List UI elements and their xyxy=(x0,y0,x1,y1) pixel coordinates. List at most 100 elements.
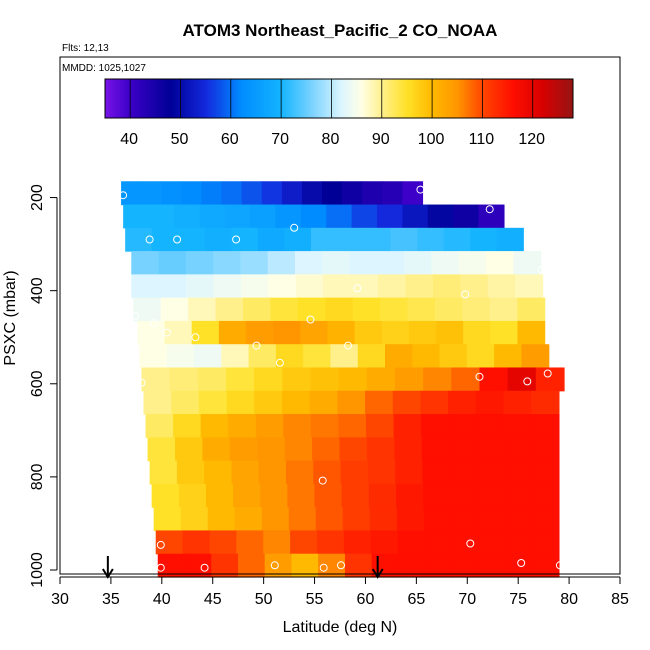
heatmap-cell xyxy=(362,181,383,206)
colorbar-segment xyxy=(447,79,451,118)
colorbar-segment xyxy=(351,79,355,118)
heatmap-cell xyxy=(338,367,368,392)
x-tick-label: 55 xyxy=(306,591,324,608)
heatmap-cell xyxy=(231,460,260,485)
heatmap-cell xyxy=(423,367,452,392)
heatmap-cell xyxy=(309,390,338,415)
observation-point xyxy=(131,312,140,321)
colorbar-segment xyxy=(545,79,549,118)
colorbar-segment xyxy=(500,79,504,118)
heatmap-cell xyxy=(322,251,351,275)
heatmap-cell xyxy=(424,530,452,555)
heatmap-cell xyxy=(160,297,189,322)
colorbar-segment xyxy=(132,79,136,118)
colorbar-tick-labels: 40 50 60 70 80 90 100 110 120 xyxy=(120,131,545,148)
colorbar-segment xyxy=(384,79,388,118)
colorbar-segment xyxy=(190,79,194,118)
colorbar-segment xyxy=(316,79,320,118)
heatmap-cell xyxy=(366,367,396,392)
colorbar-segment xyxy=(253,79,257,118)
heatmap-cell xyxy=(380,297,409,322)
heatmap-cell xyxy=(270,297,299,322)
observation-point xyxy=(344,341,353,350)
colorbar-segment xyxy=(271,79,275,118)
heatmap-cell xyxy=(233,483,261,508)
heatmap-cell xyxy=(198,390,228,415)
heatmap-cell xyxy=(531,507,560,532)
colorbar-segment xyxy=(366,79,370,118)
heatmap-cell xyxy=(295,274,324,299)
heatmap-cell xyxy=(421,437,450,462)
colorbar-segment xyxy=(349,79,353,118)
colorbar-segment xyxy=(487,79,491,118)
colorbar-segment xyxy=(185,79,189,118)
heatmap-cell xyxy=(531,460,560,485)
heatmap-cell xyxy=(458,251,487,275)
heatmap-cell xyxy=(366,437,395,462)
colorbar-segment xyxy=(150,79,154,118)
colorbar-segment xyxy=(482,79,486,118)
y-tick-label: 400 xyxy=(29,277,46,304)
x-tick-label: 65 xyxy=(407,591,425,608)
colorbar-segment xyxy=(193,79,197,118)
heatmap-cell xyxy=(261,507,290,532)
colorbar-segment xyxy=(218,79,222,118)
heatmap-cell xyxy=(405,274,434,299)
colorbar-tick-label: 40 xyxy=(120,131,138,148)
heatmap-cell xyxy=(310,227,339,252)
heatmap-cell xyxy=(496,227,524,252)
heatmap-cell xyxy=(453,204,480,229)
colorbar-segment xyxy=(323,79,327,118)
heatmap-cell xyxy=(141,367,171,392)
plot-frame xyxy=(59,56,621,575)
heatmap-cell xyxy=(313,460,342,485)
colorbar-segment xyxy=(502,79,506,118)
observation-point xyxy=(156,540,165,549)
heatmap-cell xyxy=(344,553,373,578)
heatmap-cell xyxy=(201,181,223,206)
colorbar-segment xyxy=(301,79,305,118)
observation-point xyxy=(416,185,425,194)
colorbar-segment xyxy=(497,79,501,118)
colorbar-segment xyxy=(525,79,529,118)
colorbar-segment xyxy=(205,79,209,118)
heatmap-cell xyxy=(243,297,272,322)
heatmap-cell xyxy=(176,460,205,485)
colorbar-segment xyxy=(406,79,410,118)
mmdd-label: MMDD: 1025,1027 xyxy=(62,63,146,74)
colorbar-tick-label: 120 xyxy=(518,131,545,148)
colorbar-segment xyxy=(140,79,144,118)
x-tick-label: 30 xyxy=(51,591,69,608)
y-tick-label: 800 xyxy=(29,463,46,490)
colorbar-segment xyxy=(318,79,322,118)
colorbar-segment xyxy=(268,79,272,118)
colorbar-segment xyxy=(198,79,202,118)
colorbar-segment xyxy=(230,79,234,118)
heatmap-cell xyxy=(517,320,546,345)
observation-point xyxy=(485,205,494,214)
heatmap-cell xyxy=(193,344,222,369)
heatmap-cell xyxy=(504,437,533,462)
colorbar-segment xyxy=(484,79,488,118)
heatmap-cell xyxy=(226,390,255,415)
colorbar-segment xyxy=(238,79,242,118)
heatmap-cell xyxy=(396,483,424,508)
heatmap-cell xyxy=(515,274,544,299)
colorbar-segment xyxy=(472,79,476,118)
heatmap-cell xyxy=(425,553,453,578)
heatmap-cell xyxy=(382,181,403,206)
colorbar-segment xyxy=(321,79,325,118)
chart-title: ATOM3 Northeast_Pacific_2 CO_NOAA xyxy=(183,21,498,40)
heatmap-cell xyxy=(404,251,433,275)
colorbar-segment xyxy=(396,79,400,118)
heatmap-cell xyxy=(341,483,370,508)
heatmap-cell xyxy=(312,437,341,462)
heatmap-cell xyxy=(202,437,231,462)
colorbar-segment xyxy=(391,79,395,118)
heatmap-cell xyxy=(213,251,242,275)
colorbar-segment xyxy=(437,79,441,118)
heatmap-cell xyxy=(421,414,450,438)
colorbar-segment xyxy=(117,79,121,118)
colorbar-segment xyxy=(135,79,139,118)
heatmap-cell xyxy=(364,227,392,252)
